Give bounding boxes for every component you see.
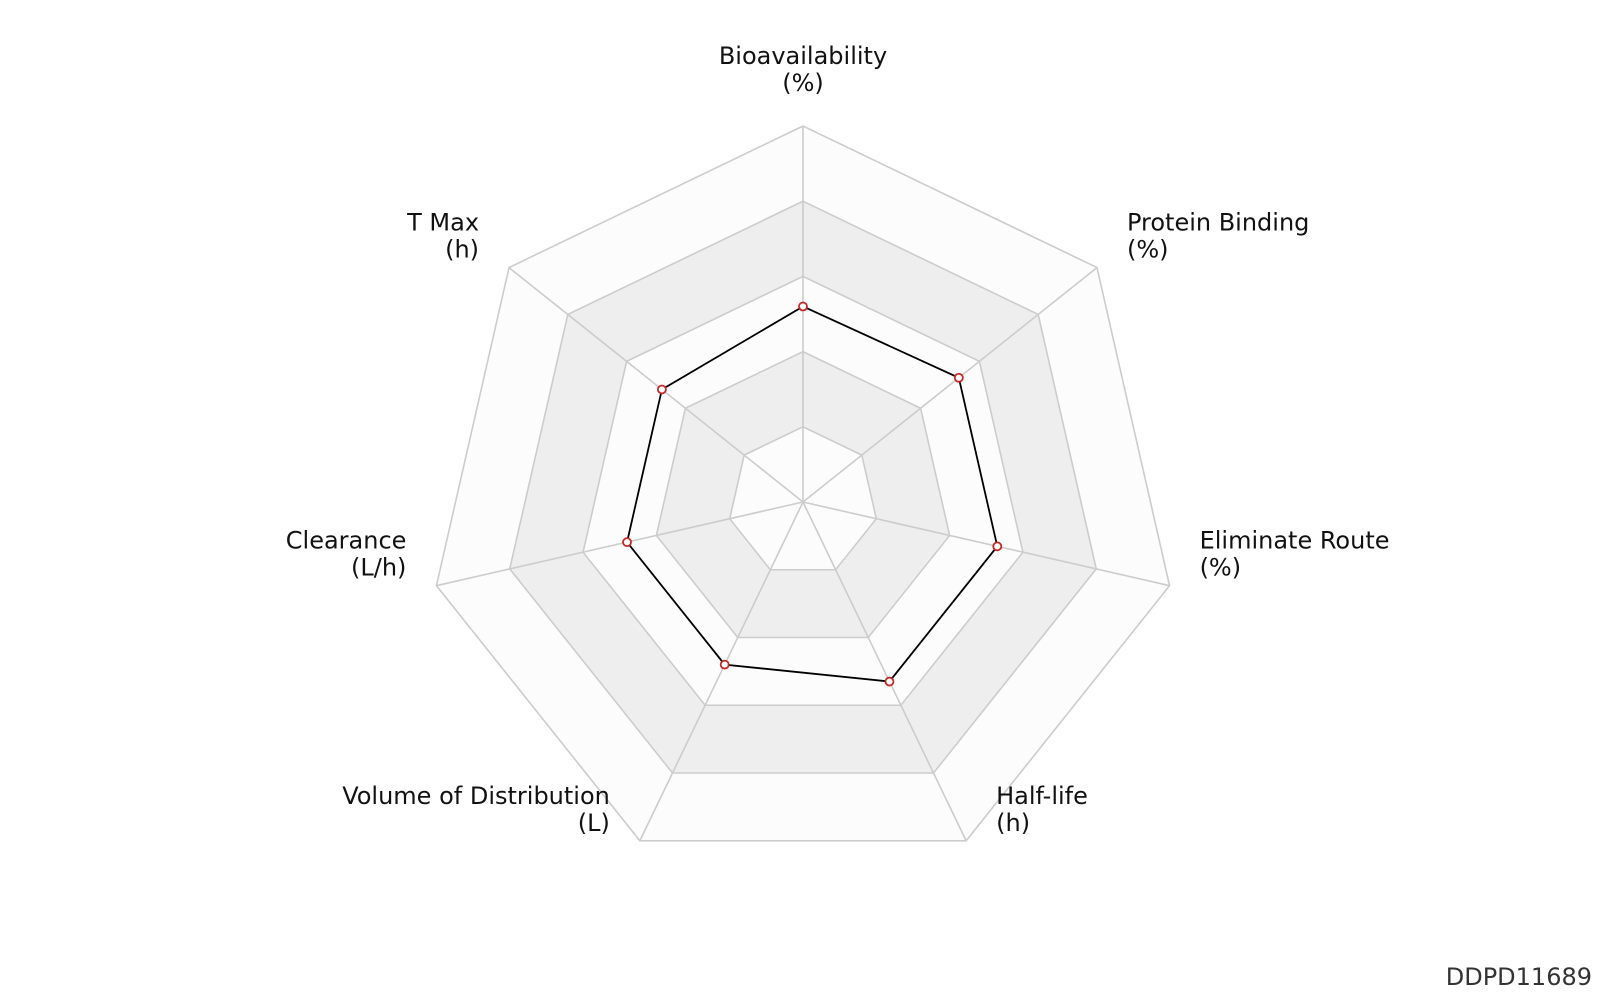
- radar-series: [622, 301, 1003, 687]
- axis-unit-0: (%): [782, 69, 824, 97]
- radar-spokes: [436, 126, 1170, 842]
- axis-label-6: T Max: [406, 209, 479, 237]
- axis-unit-3: (h): [996, 809, 1030, 837]
- spoke-4: [639, 501, 804, 842]
- axis-unit-2: (%): [1200, 554, 1242, 582]
- axis-labels: Bioavailability(%)Protein Binding(%)Elim…: [286, 42, 1390, 837]
- spoke-1: [802, 266, 1098, 503]
- axis-unit-1: (%): [1127, 236, 1169, 264]
- spoke-3: [802, 501, 967, 842]
- spoke-6: [508, 266, 804, 503]
- axis-label-1: Protein Binding: [1127, 209, 1309, 237]
- data-point-6: [656, 384, 667, 395]
- data-point-4: [719, 659, 730, 670]
- spoke-2: [802, 501, 1170, 587]
- axis-label-3: Half-life: [996, 782, 1088, 810]
- watermark-id: DDPD11689: [1446, 963, 1592, 991]
- axis-label-4: Volume of Distribution: [342, 782, 610, 810]
- data-point-1: [953, 372, 964, 383]
- data-point-3: [884, 676, 895, 687]
- axis-label-5: Clearance: [286, 527, 407, 555]
- data-point-0: [798, 301, 808, 312]
- data-point-2: [992, 541, 1003, 552]
- axis-unit-5: (L/h): [351, 554, 406, 582]
- data-point-5: [622, 537, 632, 548]
- axis-label-2: Eliminate Route: [1200, 527, 1390, 555]
- axis-unit-6: (h): [445, 236, 479, 264]
- spoke-5: [436, 501, 804, 587]
- series-line-0: [626, 305, 999, 683]
- axis-unit-4: (L): [578, 809, 610, 837]
- axis-label-0: Bioavailability: [719, 42, 887, 70]
